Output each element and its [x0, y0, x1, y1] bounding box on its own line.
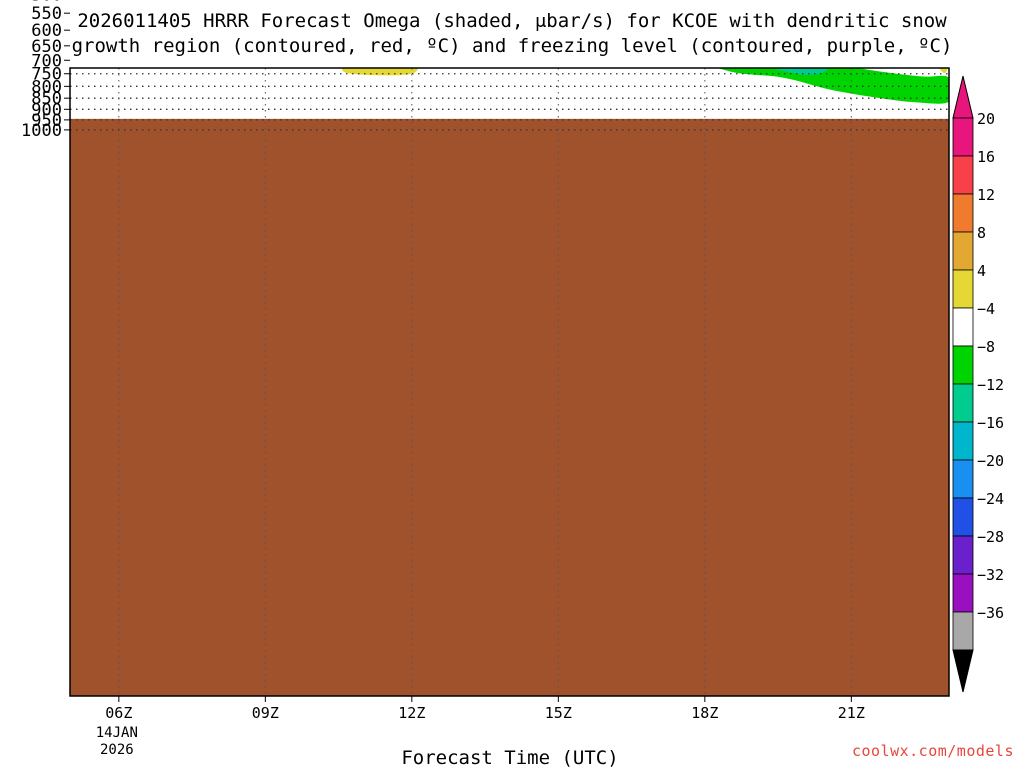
x-tick-label-18Z: 18Z: [691, 704, 718, 722]
y-tick-label-650: 650: [31, 37, 62, 57]
colorbar-tick--8: −8: [977, 338, 995, 356]
colorbar-tick--36: −36: [977, 604, 1004, 622]
y-tick-label-850: 850: [31, 89, 62, 109]
colorbar-bin--16--12: [952, 421, 974, 461]
colorbar-tick--16: −16: [977, 414, 1004, 432]
omega-region-teal: [769, 68, 828, 76]
colorbar-bin-16-20: [952, 155, 974, 195]
colorbar-bin--28--24: [952, 535, 974, 575]
y-tick-label-750: 750: [31, 65, 62, 85]
colorbar-bin-4-8: [952, 269, 974, 309]
contour-label-bg-dgz-bottom-0: [686, 0, 714, 12]
y-tick-label-700: 700: [31, 51, 62, 71]
x-tick-label-21Z: 21Z: [838, 704, 865, 722]
colorbar-tick-20: 20: [977, 110, 995, 128]
y-tick-label-1000: 1000: [21, 121, 62, 141]
omega-region-gold: [793, 0, 953, 65]
colorbar-bin--20--16: [952, 459, 974, 499]
omega-region-yellow-box-15z: [541, 22, 615, 49]
x-tick-label-09Z: 09Z: [252, 704, 279, 722]
contour-label-freezing-level-1: 0: [506, 43, 514, 58]
x-tick-date-line-2: 2026: [100, 742, 134, 758]
y-tick-label-550: 550: [31, 4, 62, 24]
omega-region-yellow-box-11z: [341, 68, 419, 76]
contour-freezing-level: [70, 49, 949, 55]
contour-label-bg-freezing-level-1: [504, 42, 516, 56]
colorbar-tick-4: 4: [977, 262, 986, 280]
colorbar-bin--4-4: [952, 307, 974, 347]
contour-label-bg-freezing-level-0: [162, 46, 174, 60]
plot-frame: [69, 67, 950, 697]
x-tick-label-12Z: 12Z: [398, 704, 425, 722]
y-tick-label-800: 800: [31, 77, 62, 97]
colorbar-under-arrow: [952, 649, 974, 693]
colorbar-bin--24--20: [952, 497, 974, 537]
temperature-contours: -12 0 0: [70, 0, 949, 62]
colorbar-tick--24: −24: [977, 490, 1004, 508]
x-axis-label: Forecast Time (UTC): [401, 747, 618, 768]
contour-label-freezing-level-0: 0: [164, 47, 172, 62]
x-tick-date-line-1: 14JAN: [96, 725, 138, 741]
colorbar-tick--12: −12: [977, 376, 1004, 394]
grid-lines: [70, 68, 949, 696]
colorbar-bin--36--32: [952, 611, 974, 651]
colorbar-bin-8-12: [952, 231, 974, 271]
pressure-axis: 2503003504004505005506006507007508008509…: [21, 0, 70, 141]
surface-fill: [70, 118, 949, 696]
omega-region-yellow-column-14z: [505, 0, 539, 15]
omega-region-red: [850, 0, 953, 44]
credit-text: coolwx.com/models: [851, 742, 1014, 760]
colorbar-bin--8--4: [952, 345, 974, 385]
colorbar-tick-16: 16: [977, 148, 995, 166]
colorbar-tick-12: 12: [977, 186, 995, 204]
colorbar-over-arrow: [952, 75, 974, 119]
omega-region-magenta: [879, 0, 952, 24]
contour-dgz-bottom: [70, 0, 949, 11]
y-tick-label-900: 900: [31, 100, 62, 120]
colorbar-bin-12-16: [952, 193, 974, 233]
colorbar-bin--12--8: [952, 383, 974, 423]
x-tick-label-15Z: 15Z: [545, 704, 572, 722]
chart-title-line-1: 2026011405 HRRR Forecast Omega (shaded, …: [77, 10, 947, 32]
colorbar: 20 16 12 8 4 −4 −8 −12 −16 −20 −24 −28 −32 −36: [952, 75, 1004, 693]
chart-title-line-2: growth region (contoured, red, ºC) and f…: [71, 35, 953, 57]
omega-shading: [341, 0, 953, 104]
terrain-surface: [70, 118, 949, 696]
y-tick-label-500: 500: [31, 0, 62, 6]
colorbar-tick-8: 8: [977, 224, 986, 242]
colorbar-tick--20: −20: [977, 452, 1004, 470]
colorbar-bin--32--28: [952, 573, 974, 613]
omega-region-orange: [825, 0, 952, 55]
x-tick-label-06Z: 06Z: [105, 704, 132, 722]
contour-label-dgz-bottom-0: -12: [688, 0, 711, 14]
y-tick-label-950: 950: [31, 111, 62, 131]
omega-region-yellow: [938, 68, 948, 74]
colorbar-tick--28: −28: [977, 528, 1004, 546]
colorbar-tick--4: −4: [977, 300, 995, 318]
colorbar-tick--32: −32: [977, 566, 1004, 584]
y-tick-label-600: 600: [31, 21, 62, 41]
colorbar-bin-20-24: [952, 117, 974, 157]
